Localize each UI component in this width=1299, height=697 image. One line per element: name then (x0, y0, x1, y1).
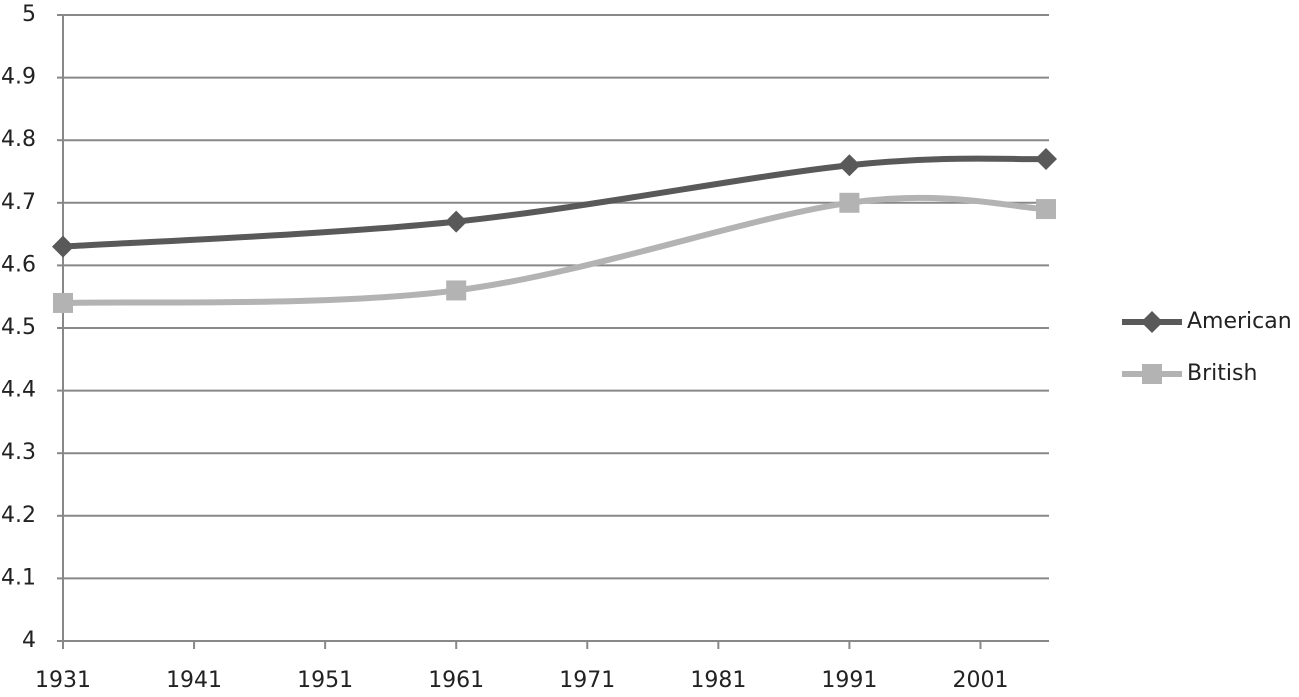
y-tick-label: 4.2 (1, 503, 36, 528)
x-tick-label: 1941 (166, 668, 222, 693)
marker (1141, 311, 1163, 333)
x-tick-label: 1951 (297, 668, 353, 693)
x-tick-label: 1961 (428, 668, 484, 693)
marker (53, 292, 73, 313)
y-tick-label: 4.4 (1, 378, 36, 403)
series-line (62, 155, 1047, 250)
x-tick-label: 1981 (690, 668, 746, 693)
x-tick-label: 1971 (559, 668, 615, 693)
y-tick-label: 4.8 (1, 127, 36, 152)
marker (446, 280, 467, 301)
marker (839, 192, 860, 213)
marker (52, 235, 74, 258)
y-tick-label: 4.1 (1, 565, 36, 590)
y-tick-label: 4.9 (1, 65, 36, 90)
x-tick-label: 1931 (35, 668, 91, 693)
marker (1035, 147, 1057, 170)
marker (838, 154, 861, 177)
legend-label: American (1187, 309, 1292, 334)
marker (445, 210, 468, 233)
y-tick-label: 4.5 (1, 315, 36, 340)
x-tick-label: 1991 (821, 668, 877, 693)
y-tick-label: 4.3 (1, 440, 36, 465)
marker (1142, 364, 1162, 384)
y-tick-label: 4 (22, 628, 36, 653)
y-tick-label: 5 (22, 2, 36, 27)
y-tick-label: 4.7 (1, 190, 36, 215)
x-tick-label: 2001 (952, 668, 1008, 693)
legend-label: British (1187, 361, 1257, 386)
y-tick-label: 4.6 (1, 252, 36, 277)
marker (1036, 199, 1056, 220)
series-line (62, 194, 1047, 306)
